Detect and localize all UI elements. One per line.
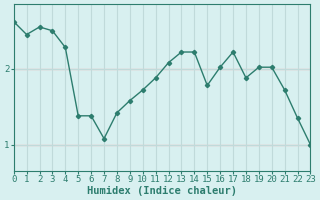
X-axis label: Humidex (Indice chaleur): Humidex (Indice chaleur): [87, 186, 237, 196]
